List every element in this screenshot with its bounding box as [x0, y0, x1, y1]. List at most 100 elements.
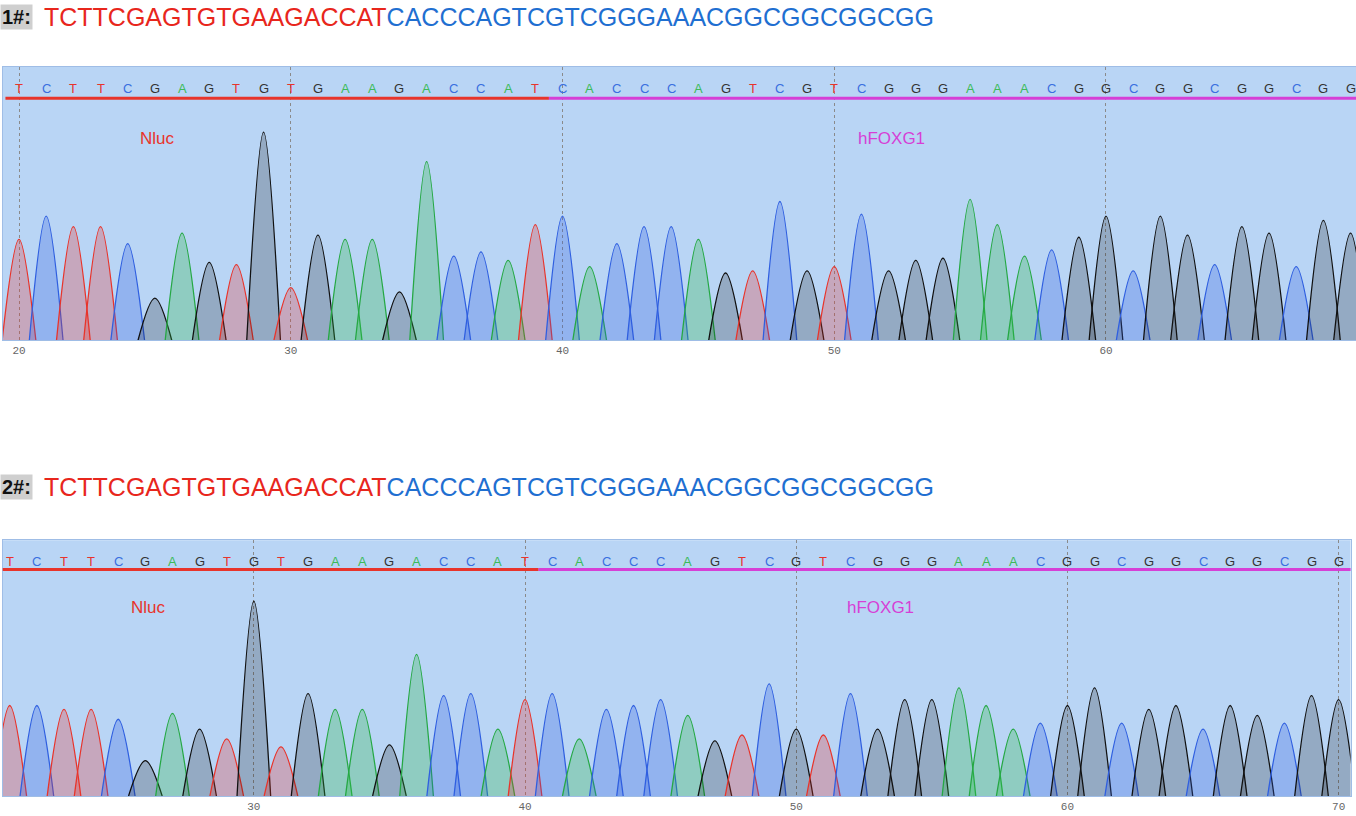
svg-text:A: A — [1009, 554, 1018, 569]
svg-text:C: C — [449, 81, 458, 96]
svg-text:C: C — [1047, 81, 1056, 96]
svg-text:G: G — [1225, 554, 1235, 569]
svg-text:20: 20 — [12, 345, 25, 357]
svg-text:A: A — [168, 554, 177, 569]
svg-text:C: C — [558, 81, 567, 96]
svg-text:T: T — [69, 81, 77, 96]
svg-text:G: G — [927, 554, 937, 569]
svg-text:A: A — [422, 81, 431, 96]
svg-text:C: C — [548, 554, 557, 569]
svg-text:1#:: 1#: — [2, 6, 31, 28]
svg-text:C: C — [629, 554, 638, 569]
svg-text:G: G — [911, 81, 921, 96]
svg-text:T: T — [15, 81, 23, 96]
svg-text:C: C — [765, 554, 774, 569]
svg-text:C: C — [1280, 554, 1289, 569]
svg-text:A: A — [694, 81, 703, 96]
svg-text:G: G — [195, 554, 205, 569]
svg-text:30: 30 — [284, 345, 297, 357]
svg-text:A: A — [982, 554, 991, 569]
svg-text:T: T — [830, 81, 838, 96]
svg-text:G: G — [1237, 81, 1247, 96]
svg-text:G: G — [1062, 554, 1072, 569]
svg-text:50: 50 — [790, 801, 803, 813]
svg-text:A: A — [683, 554, 692, 569]
svg-text:G: G — [1183, 81, 1193, 96]
svg-text:T: T — [749, 81, 757, 96]
svg-text:G: G — [259, 81, 269, 96]
svg-text:A: A — [358, 554, 367, 569]
svg-text:C: C — [1036, 554, 1045, 569]
svg-text:C: C — [476, 81, 485, 96]
svg-text:A: A — [954, 554, 963, 569]
svg-text:T: T — [287, 81, 295, 96]
svg-text:Nluc: Nluc — [140, 129, 175, 148]
svg-text:A: A — [504, 81, 513, 96]
svg-text:A: A — [966, 81, 975, 96]
svg-text:C: C — [775, 81, 784, 96]
svg-text:30: 30 — [247, 801, 260, 813]
svg-text:G: G — [313, 81, 323, 96]
svg-text:C: C — [602, 554, 611, 569]
svg-text:G: G — [1101, 81, 1111, 96]
svg-text:G: G — [791, 554, 801, 569]
svg-text:hFOXG1: hFOXG1 — [847, 598, 914, 617]
svg-text:A: A — [178, 81, 187, 96]
svg-text:C: C — [1117, 554, 1126, 569]
svg-text:G: G — [1090, 554, 1100, 569]
svg-text:A: A — [1020, 81, 1029, 96]
svg-text:G: G — [900, 554, 910, 569]
svg-text:G: G — [1346, 81, 1356, 96]
svg-text:C: C — [857, 81, 866, 96]
svg-text:C: C — [123, 81, 132, 96]
svg-text:C: C — [439, 554, 448, 569]
svg-text:T: T — [60, 554, 68, 569]
svg-text:40: 40 — [518, 801, 531, 813]
svg-text:A: A — [368, 81, 377, 96]
svg-text:C: C — [846, 554, 855, 569]
svg-text:G: G — [384, 554, 394, 569]
svg-text:G: G — [1318, 81, 1328, 96]
svg-text:T: T — [6, 554, 14, 569]
svg-text:C: C — [466, 554, 475, 569]
svg-text:C: C — [640, 81, 649, 96]
svg-text:G: G — [204, 81, 214, 96]
svg-text:C: C — [656, 554, 665, 569]
svg-text:50: 50 — [828, 345, 841, 357]
svg-text:hFOXG1: hFOXG1 — [858, 129, 925, 148]
svg-text:T: T — [531, 81, 539, 96]
svg-text:60: 60 — [1061, 801, 1074, 813]
svg-text:T: T — [232, 81, 240, 96]
svg-text:G: G — [303, 554, 313, 569]
svg-text:A: A — [412, 554, 421, 569]
svg-text:TCTTCGAGTGTGAAGACCATCACCCAGTCG: TCTTCGAGTGTGAAGACCATCACCCAGTCGTCGGGAAACG… — [44, 473, 934, 501]
svg-text:G: G — [140, 554, 150, 569]
svg-text:C: C — [1210, 81, 1219, 96]
svg-text:G: G — [873, 554, 883, 569]
svg-text:T: T — [277, 554, 285, 569]
svg-text:C: C — [1129, 81, 1138, 96]
svg-text:C: C — [1199, 554, 1208, 569]
svg-text:A: A — [493, 554, 502, 569]
svg-text:G: G — [1155, 81, 1165, 96]
svg-text:G: G — [1171, 554, 1181, 569]
svg-text:T: T — [223, 554, 231, 569]
svg-text:G: G — [249, 554, 259, 569]
svg-text:G: G — [802, 81, 812, 96]
svg-text:G: G — [1252, 554, 1262, 569]
svg-text:A: A — [331, 554, 340, 569]
svg-text:70: 70 — [1332, 801, 1345, 813]
svg-text:C: C — [1292, 81, 1301, 96]
svg-text:T: T — [738, 554, 746, 569]
svg-text:G: G — [1334, 554, 1344, 569]
svg-text:C: C — [42, 81, 51, 96]
svg-text:G: G — [884, 81, 894, 96]
svg-text:G: G — [150, 81, 160, 96]
svg-text:G: G — [394, 81, 404, 96]
svg-text:T: T — [819, 554, 827, 569]
svg-text:C: C — [114, 554, 123, 569]
svg-text:G: G — [1074, 81, 1084, 96]
svg-text:C: C — [667, 81, 676, 96]
svg-text:A: A — [993, 81, 1002, 96]
svg-text:T: T — [87, 554, 95, 569]
